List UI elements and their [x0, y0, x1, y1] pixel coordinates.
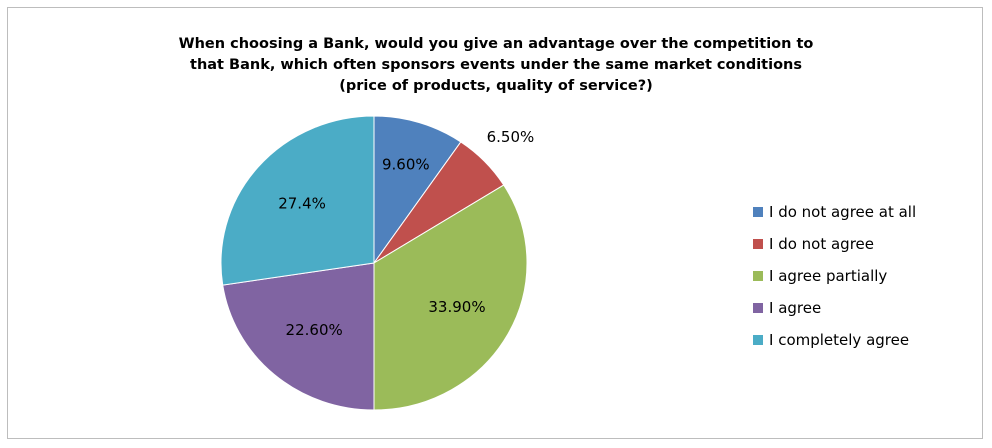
pie-slice: [220, 115, 375, 286]
pie-chart: 9.60% 6.50% 33.90% 22.60% 27.4%: [220, 115, 535, 411]
pie-slice: [373, 184, 528, 411]
legend-swatch: [753, 239, 763, 249]
legend-label: I completely agree: [769, 331, 910, 349]
pie-data-label: 6.50%: [487, 128, 535, 146]
chart-title-line-1: When choosing a Bank, would you give an …: [178, 36, 814, 52]
pie-slice: [373, 115, 462, 265]
legend-item-not-agree-at-all: I do not agree at all: [753, 196, 916, 228]
legend-swatch: [753, 271, 763, 281]
legend-label: I do not agree at all: [769, 203, 917, 221]
legend-label: I agree partially: [769, 267, 888, 285]
legend-swatch: [753, 335, 763, 345]
legend-item-completely-agree: I completely agree: [753, 324, 916, 356]
pie-data-label: 27.4%: [278, 195, 326, 213]
legend-swatch: [753, 303, 763, 313]
pie-data-label: 33.90%: [428, 298, 485, 316]
pie-data-label: 22.60%: [286, 321, 343, 339]
legend-item-agree: I agree: [753, 292, 916, 324]
chart-title: When choosing a Bank, would you give an …: [8, 34, 984, 97]
chart-title-line-2: that Bank, which often sponsors events u…: [190, 57, 802, 73]
chart-title-line-3: (price of products, quality of service?): [339, 78, 653, 94]
legend-item-not-agree: I do not agree: [753, 228, 916, 260]
legend-label: I agree: [769, 299, 822, 317]
chart-legend: I do not agree at all I do not agree I a…: [753, 196, 916, 356]
legend-swatch: [753, 207, 763, 217]
legend-label: I do not agree: [769, 235, 874, 253]
pie-slice: [222, 262, 375, 411]
legend-item-agree-partially: I agree partially: [753, 260, 916, 292]
chart-frame: When choosing a Bank, would you give an …: [7, 7, 983, 439]
pie-data-label: 9.60%: [382, 156, 430, 174]
